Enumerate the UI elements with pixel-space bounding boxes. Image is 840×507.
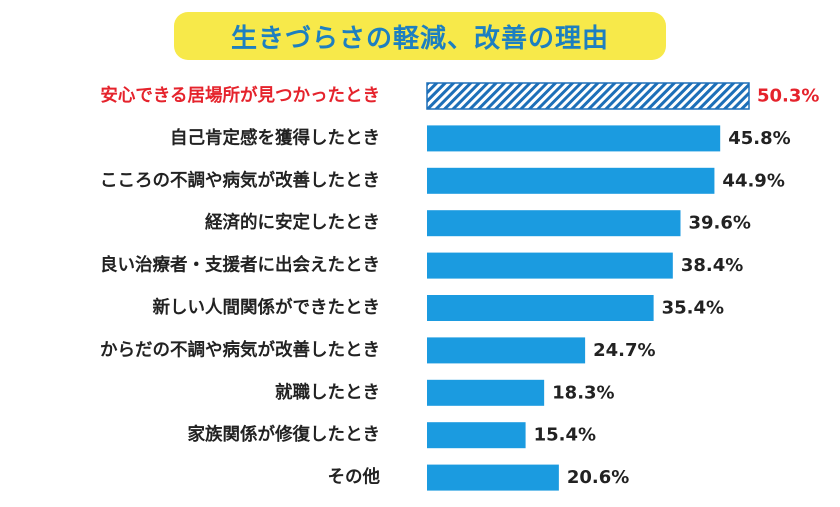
category-label: 良い治療者・支援者に出会えたとき [100,255,380,276]
value-label: 24.7% [593,340,655,361]
category-label: 新しい人間関係ができたとき [153,297,381,318]
value-label: 35.4% [662,298,724,319]
bar [427,422,526,449]
category-label: こころの不調や病気が改善したとき [100,170,380,191]
category-label: 安心できる居場所が見つかったとき [100,85,380,106]
category-label: 家族関係が修復したとき [188,424,381,445]
value-label: 18.3% [552,382,614,403]
bar [427,125,721,152]
value-label: 15.4% [534,425,596,446]
bar [426,82,750,110]
category-label: 自己肯定感を獲得したとき [170,127,380,148]
bar [427,295,654,321]
category-label: 経済的に安定したとき [205,212,380,233]
category-label: からだの不調や病気が改善したとき [100,339,380,360]
bar [427,252,673,279]
bar [427,210,681,237]
value-label: 20.6% [567,467,629,488]
chart-title: 生きづらさの軽減、改善の理由 [230,23,609,54]
bar [427,167,715,194]
value-label: 50.3% [757,86,819,107]
bar [427,464,559,491]
value-label: 45.8% [728,128,790,149]
bar [427,379,545,406]
category-label: その他 [328,467,381,488]
value-label: 44.9% [722,170,784,191]
value-label: 39.6% [689,213,751,234]
value-label: 38.4% [681,255,743,276]
bar [427,337,586,364]
category-label: 就職したとき [275,382,380,403]
chart-title-box: 生きづらさの軽減、改善の理由 [174,12,666,60]
